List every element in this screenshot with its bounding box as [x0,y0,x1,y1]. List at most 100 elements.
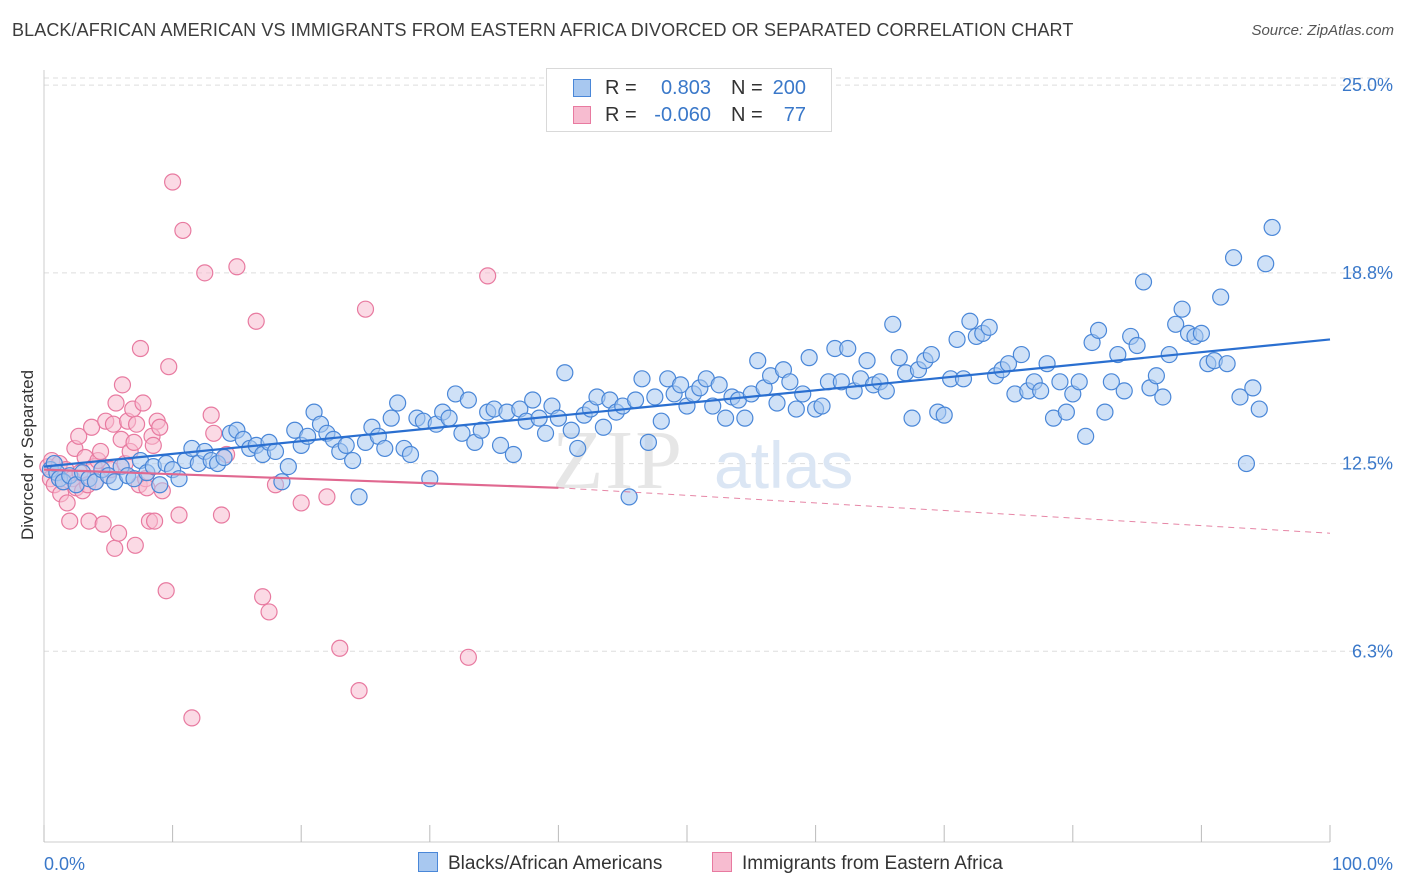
data-point-blue [1263,218,1281,237]
data-point-blue [716,409,735,427]
legend-swatch-blue [418,852,438,872]
data-point-blue [639,433,658,451]
data-point-blue [903,409,921,427]
data-point-blue [1192,324,1211,342]
x-tick-label-right: 100.0% [1332,854,1393,874]
data-point-pink [164,173,182,191]
data-point-blue [1032,382,1050,400]
data-point-blue [954,370,973,388]
data-point-blue [1057,403,1075,421]
data-point-blue [1051,373,1069,391]
data-point-pink [331,639,349,657]
gridlines [44,77,1392,652]
data-point-blue [1115,382,1133,400]
data-point-blue [273,473,291,491]
trend-line-pink-extension [558,487,1331,534]
data-point-pink [174,221,192,240]
data-point-pink [254,588,272,606]
data-point-pink [260,603,278,621]
data-point-pink [58,494,76,512]
data-point-pink [113,376,132,394]
data-point-pink [350,682,368,700]
data-point-blue [524,391,542,409]
data-point-blue [1167,315,1185,333]
data-point-pink [151,418,169,436]
data-point-pink [127,415,146,433]
data-point-blue [1173,300,1191,318]
y-tick-label: 6.3% [1352,641,1393,661]
data-point-pink [205,424,223,442]
data-point-blue [594,418,613,436]
data-point-blue [556,364,574,382]
data-point-blue [626,391,645,409]
legend-label-eastern-africa: Immigrants from Eastern Africa [742,853,1003,874]
data-point-pink [247,312,265,330]
legend-row-blue: R = 0.803 N = 200 [547,75,831,101]
legend-swatch-pink [573,106,591,124]
y-tick-label: 25.0% [1342,75,1393,95]
data-point-pink [106,539,124,557]
data-point-pink [61,512,79,530]
data-point-pink [459,648,477,666]
data-point-pink [318,488,336,506]
legend-r-label: R = [605,77,637,99]
data-point-blue [1038,355,1056,373]
data-point-blue [549,409,568,427]
watermark-atlas: atlas [714,428,853,502]
data-point-pink [134,394,152,412]
legend-stats: R = 0.803 N = 200 R = -0.060 N = 77 [546,68,832,132]
data-point-blue [389,394,407,412]
data-point-blue [1147,367,1165,385]
data-point-blue [832,373,850,391]
data-point-blue [839,339,857,358]
data-point-blue [1231,388,1249,406]
data-point-pink [94,515,112,533]
data-point-blue [569,439,587,458]
legend-label-blacks: Blacks/African Americans [448,853,663,874]
data-point-blue [1212,288,1230,306]
data-point-blue [781,373,799,391]
x-tick-labels: 0.0% 100.0% [44,854,1393,874]
data-point-blue [1218,355,1236,373]
data-point-pink [82,418,101,436]
data-point-pink [109,524,128,542]
data-point-pink [292,494,310,512]
source-label: Source: ZipAtlas.com [1251,22,1394,39]
legend-row-pink: R = -0.060 N = 77 [547,102,831,128]
data-point-pink [157,582,175,600]
data-point-blue [1244,379,1262,397]
data-point-blue [787,400,805,418]
data-point-blue [151,476,169,494]
y-tick-labels: 6.3% 12.5% 18.8% 25.0% [1342,75,1393,661]
data-point-pink [170,506,188,524]
chart-title: BLACK/AFRICAN AMERICAN VS IMMIGRANTS FRO… [12,20,1074,40]
data-point-blue [800,349,818,367]
data-point-blue [376,439,394,458]
data-point-blue [858,352,876,370]
data-point-blue [1077,427,1095,445]
data-point-blue [884,315,902,333]
data-point-blue [768,394,786,412]
data-point-pink [131,339,150,358]
trend-line-blue [43,338,1331,468]
legend-r-value-blue: 0.803 [660,77,711,99]
data-point-blue [344,451,362,470]
data-point-blue [813,397,831,415]
data-point-blue [1250,400,1268,418]
data-point-blue [890,349,908,367]
data-point-pink [356,300,375,318]
data-point-blue [1237,454,1256,473]
data-point-blue [562,421,580,439]
data-point-blue [401,445,420,464]
data-point-pink [212,506,231,524]
data-point-blue [1154,388,1172,406]
data-point-pink [144,436,162,455]
legend-item-blacks: Blacks/African Americans [418,852,662,875]
legend-r-label: R = [605,104,637,126]
data-point-blue [736,409,754,427]
data-point-blue [1096,403,1114,421]
y-tick-label: 18.8% [1342,263,1393,283]
data-point-blue [749,352,767,370]
data-point-pink [91,442,110,461]
axes [43,70,1331,843]
